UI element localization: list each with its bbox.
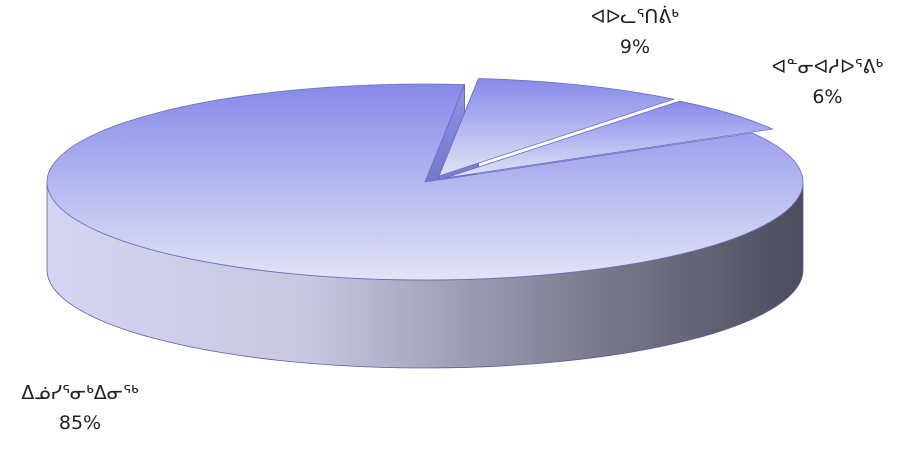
slice-category-0: ᐃᓅᓯᕐᓂᒃᐃᓂᖅ [21,382,139,404]
slice-0-top [46,83,804,281]
slice-2-top [444,100,774,179]
slice-percent-2: 6% [812,86,843,108]
slice-percent-0: 85% [58,412,102,434]
slice-category-2: ᐊᓐᓂᐊᓱᐅᕐᕕᒃ [771,56,884,78]
slice-label-1: ᐊᐅᓚᕐᑎᕖᒃ 9% [555,2,715,62]
slice-label-0: ᐃᓅᓯᕐᓂᒃᐃᓂᖅ 85% [0,378,160,438]
slice-category-1: ᐊᐅᓚᕐᑎᕖᒃ [591,6,679,28]
slice-label-2: ᐊᓐᓂᐊᓱᐅᕐᕕᒃ 6% [745,52,910,112]
slice-percent-1: 9% [619,36,651,58]
slice-1-top [438,78,676,177]
